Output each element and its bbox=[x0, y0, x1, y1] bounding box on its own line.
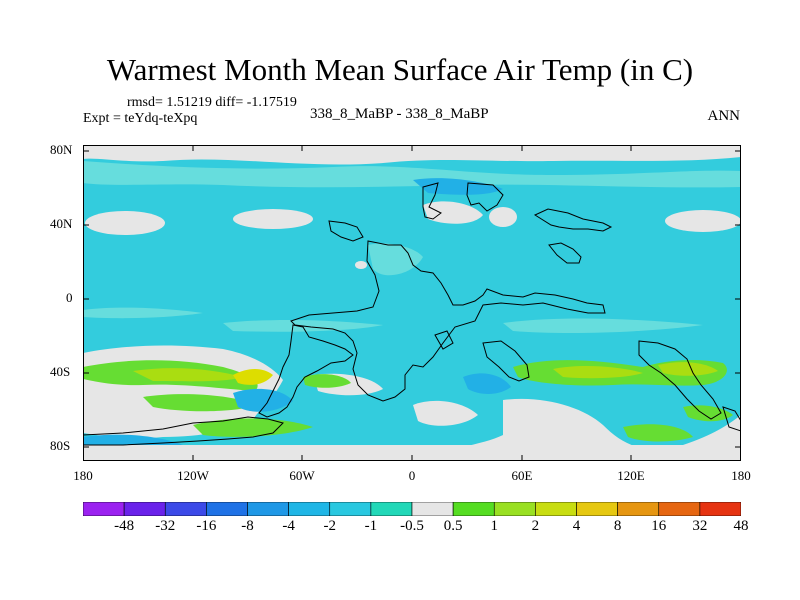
colorbar-label: -16 bbox=[196, 518, 217, 534]
lon-label-0: 0 bbox=[408, 468, 416, 483]
tropical-band bbox=[503, 318, 703, 333]
warming-patch bbox=[233, 369, 273, 385]
neutral-patch bbox=[355, 261, 367, 269]
colorbar-swatch bbox=[123, 502, 166, 516]
lon-label-120e: 120E bbox=[617, 468, 645, 483]
colorbar-swatch bbox=[535, 502, 577, 516]
colorbar-swatch bbox=[452, 502, 495, 516]
neutral-patch bbox=[85, 211, 165, 235]
lon-label-60e: 60E bbox=[511, 468, 533, 483]
lon-label-180e: 180 bbox=[731, 468, 751, 483]
lat-label-40n: 40N bbox=[50, 216, 73, 231]
cooling-patch bbox=[368, 243, 423, 276]
colorbar-label: 0.5 bbox=[443, 518, 463, 534]
neutral-patch bbox=[489, 207, 517, 227]
warming-patch bbox=[133, 368, 243, 382]
colorbar-label: -1 bbox=[364, 518, 378, 534]
colorbar-swatch bbox=[370, 502, 413, 516]
colorbar-label: -4 bbox=[282, 518, 295, 534]
lat-label-80s: 80S bbox=[50, 438, 71, 453]
plot-title: Warmest Month Mean Surface Air Temp (in … bbox=[106, 52, 694, 87]
colorbar-swatch bbox=[617, 502, 660, 516]
warming-patch bbox=[303, 374, 351, 388]
cooling-patch bbox=[83, 434, 183, 445]
southern-neutral-belt bbox=[413, 400, 478, 426]
lon-ticks bbox=[192, 145, 632, 461]
lon-label-180w: 180 bbox=[73, 468, 93, 483]
colorbar-swatch bbox=[329, 502, 372, 516]
colorbar-label: 1 bbox=[490, 518, 499, 534]
experiment-label: Expt = teYdq-teXpq bbox=[83, 111, 198, 126]
colorbar-swatch bbox=[288, 502, 331, 516]
period-label: ANN bbox=[707, 108, 741, 124]
continent-outline bbox=[722, 406, 741, 432]
continent-outline bbox=[434, 330, 454, 350]
stats-text: rmsd= 1.51219 diff= -1.17519 bbox=[127, 95, 297, 110]
antarctic-neutral bbox=[83, 445, 741, 461]
continent-outline bbox=[290, 240, 606, 402]
colorbar-label: -2 bbox=[323, 518, 337, 534]
temperature-difference-map bbox=[83, 145, 741, 461]
continent-outline bbox=[422, 182, 442, 220]
colorbar-label: 32 bbox=[692, 518, 708, 534]
plot-subtitle: 338_8_MaBP - 338_8_MaBP bbox=[310, 106, 489, 122]
colorbar-label: 48 bbox=[733, 518, 749, 534]
continent-outline bbox=[328, 220, 364, 242]
colorbar-label: -32 bbox=[155, 518, 176, 534]
warming-patch bbox=[658, 362, 718, 376]
tropical-band bbox=[83, 307, 203, 319]
cooling-patch bbox=[233, 388, 293, 412]
colorbar-swatch bbox=[699, 502, 741, 516]
subarctic-band bbox=[83, 161, 741, 188]
arctic-neutral-region bbox=[83, 145, 741, 165]
lon-label-60w: 60W bbox=[289, 468, 315, 483]
colorbar-swatch bbox=[411, 502, 454, 516]
warming-patch bbox=[683, 405, 733, 422]
continent-outline bbox=[548, 242, 582, 264]
warming-patch bbox=[553, 366, 643, 379]
colorbar-swatch bbox=[493, 502, 536, 516]
colorbar-label: -48 bbox=[114, 518, 135, 534]
warming-patch bbox=[143, 394, 258, 412]
continent-outline bbox=[83, 416, 284, 446]
colorbar-swatch bbox=[83, 502, 125, 516]
warming-patch bbox=[623, 424, 693, 442]
colorbar-swatch bbox=[206, 502, 248, 516]
continent-outline bbox=[482, 340, 530, 382]
lat-label-0: 0 bbox=[66, 290, 73, 305]
colorbar-label: -8 bbox=[241, 518, 254, 534]
colorbar bbox=[83, 502, 741, 516]
cooling-patch bbox=[413, 178, 503, 195]
colorbar-label: 2 bbox=[531, 518, 540, 534]
continent-outline bbox=[638, 340, 722, 420]
lat-label-40s: 40S bbox=[50, 364, 71, 379]
lon-label-120w: 120W bbox=[177, 468, 209, 483]
colorbar-label: -0.5 bbox=[400, 518, 424, 534]
colorbar-swatch bbox=[658, 502, 701, 516]
colorbar-label: 16 bbox=[651, 518, 667, 534]
colorbar-label: 8 bbox=[613, 518, 622, 534]
lat-ticks bbox=[83, 150, 741, 448]
colorbar-swatch bbox=[576, 502, 618, 516]
colorbar-label: 4 bbox=[572, 518, 581, 534]
neutral-patch bbox=[233, 209, 313, 229]
cooling-patch bbox=[463, 373, 511, 394]
continent-outline bbox=[258, 324, 354, 418]
colorbar-swatch bbox=[247, 502, 289, 516]
continent-outline bbox=[466, 182, 504, 212]
neutral-patch bbox=[665, 210, 741, 232]
neutral-patch bbox=[423, 201, 483, 224]
continent-outline bbox=[533, 208, 613, 232]
colorbar-swatch bbox=[164, 502, 207, 516]
lat-label-80n: 80N bbox=[50, 142, 73, 157]
